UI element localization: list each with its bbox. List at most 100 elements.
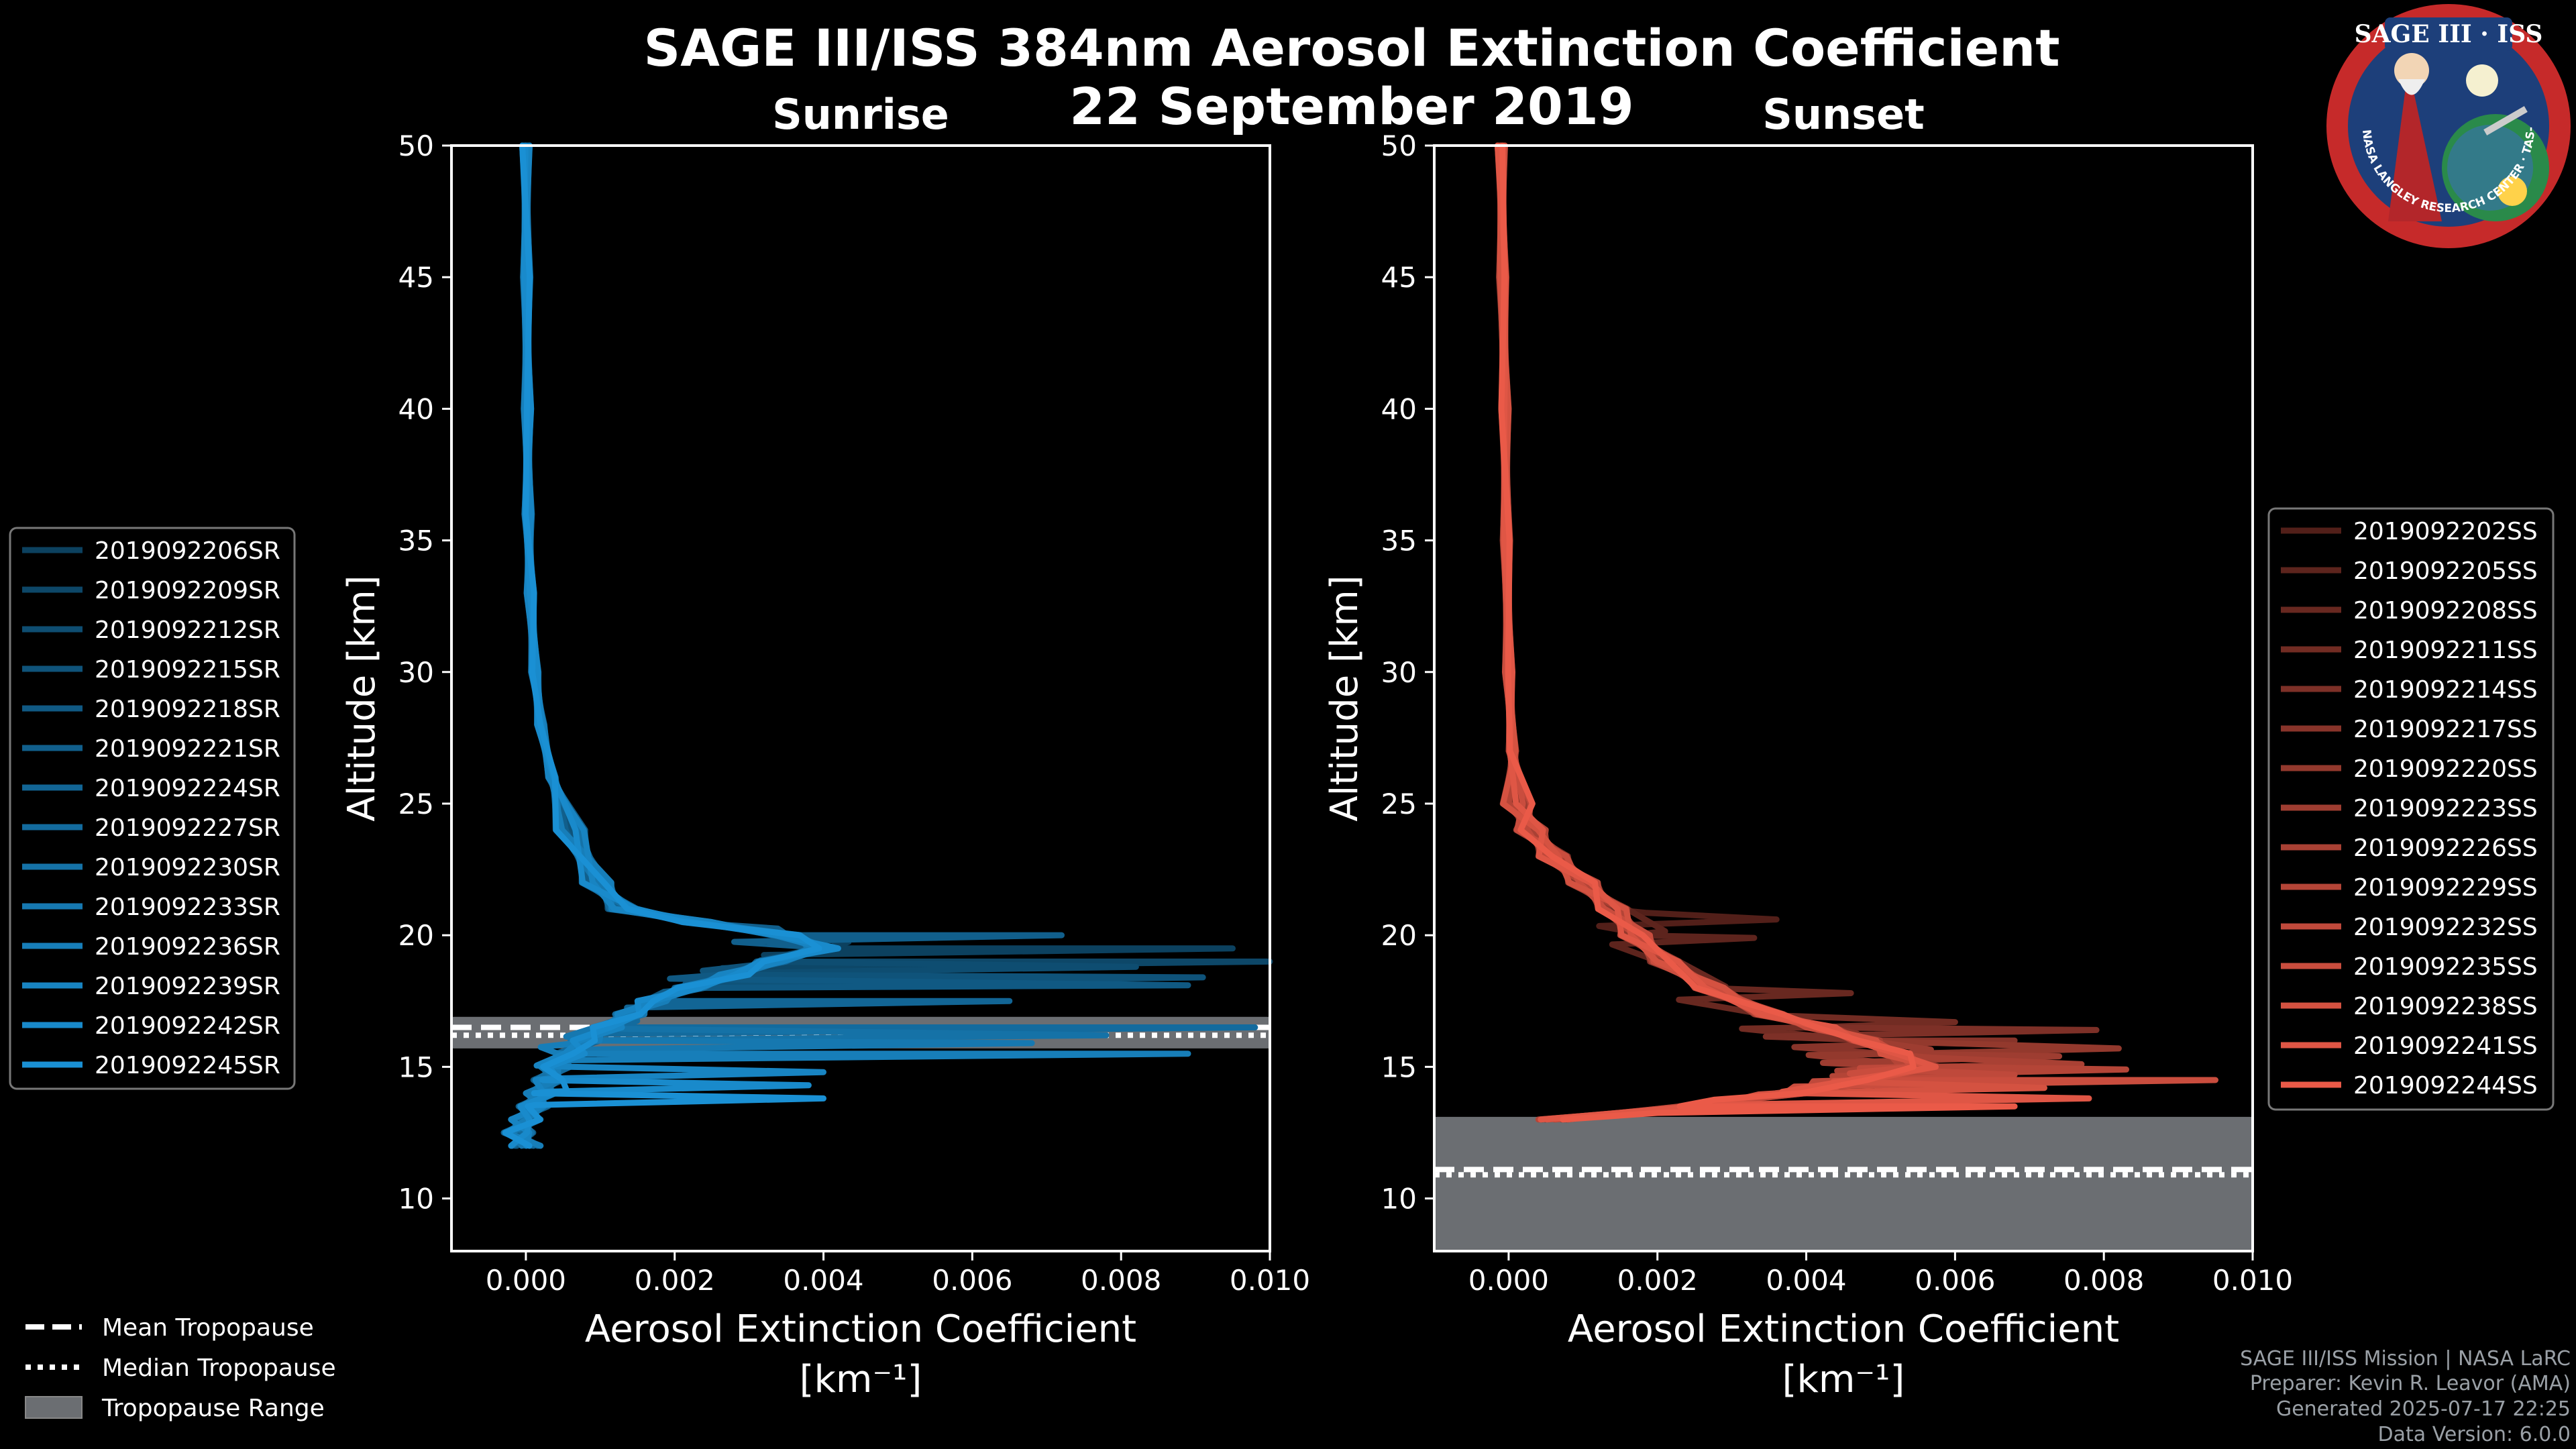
legend-label-2019092212SR: 2019092212SR [95, 616, 280, 644]
legend-label-2019092217SS: 2019092217SS [2353, 716, 2538, 743]
iss-station-icon [2483, 106, 2528, 136]
tropopause-range-swatch [25, 1396, 83, 1419]
legend-label-2019092223SS: 2019092223SS [2353, 795, 2538, 822]
legend-label-2019092205SS: 2019092205SS [2353, 557, 2538, 585]
sunrise-y-ticks: 10 15 20 25 30 35 40 45 50 [398, 129, 451, 1216]
legend-label-2019092218SR: 2019092218SR [95, 696, 280, 723]
legend-label-2019092215SR: 2019092215SR [95, 656, 280, 684]
sunrise-legend: 2019092206SR 2019092209SR 2019092212SR 2019… [9, 527, 296, 1090]
legend-label-2019092238SS: 2019092238SS [2353, 993, 2538, 1020]
x-tick-label: 0.006 [1915, 1264, 1995, 1297]
legend-label-2019092232SS: 2019092232SS [2353, 914, 2538, 941]
sunrise-x-ticks: 0.000 0.002 0.004 0.006 0.008 0.010 [486, 1251, 1310, 1297]
y-tick-label: 50 [1381, 129, 1417, 162]
sunset-tropopause-range [1434, 1116, 2253, 1251]
x-tick-label: 0.008 [2063, 1264, 2144, 1297]
credits: SAGE III/ISS Mission | NASA LaRC Prepare… [2240, 1347, 2571, 1446]
y-tick-label: 50 [398, 129, 434, 162]
credit-generated: Generated 2025-07-17 22:25 [2276, 1397, 2571, 1421]
credit-preparer: Preparer: Kevin R. Leavor (AMA) [2250, 1372, 2571, 1395]
sunrise-panel: 0.000 0.002 0.004 0.006 0.008 0.010 10 15 20 25 3… [340, 129, 1310, 1401]
legend-label-2019092214SS: 2019092214SS [2353, 676, 2538, 704]
y-tick-label: 10 [1381, 1183, 1417, 1216]
tropopause-range-label: Tropopause Range [101, 1395, 325, 1422]
legend-label-2019092224SR: 2019092224SR [95, 775, 280, 802]
y-tick-label: 15 [1381, 1051, 1417, 1083]
sunset-series-lines [1494, 142, 2218, 1123]
y-tick-label: 15 [398, 1051, 434, 1083]
legend-label-2019092239SR: 2019092239SR [95, 973, 280, 1000]
credit-data-version: Data Version: 6.0.0 [2378, 1423, 2571, 1446]
logo-text: SAGE III · ISS [2355, 20, 2543, 48]
x-tick-label: 0.010 [1230, 1264, 1310, 1297]
legend-label-2019092227SR: 2019092227SR [95, 814, 280, 842]
legend-label-2019092221SR: 2019092221SR [95, 735, 280, 763]
x-tick-label: 0.008 [1081, 1264, 1161, 1297]
y-tick-label: 30 [398, 656, 434, 689]
sunrise-x-axis-label: Aerosol Extinction Coefficient [585, 1307, 1136, 1351]
x-tick-label: 0.004 [1766, 1264, 1846, 1297]
sunset-panel-title: Sunset [1762, 90, 1925, 139]
sunset-legend-box [2267, 507, 2555, 1111]
x-tick-label: 0.002 [635, 1264, 715, 1297]
sunset-x-axis-units: [km⁻¹] [1782, 1358, 1905, 1401]
legend-label-2019092226SS: 2019092226SS [2353, 835, 2538, 862]
legend-label-2019092235SS: 2019092235SS [2353, 953, 2538, 981]
legend-label-2019092209SR: 2019092209SR [95, 577, 280, 604]
sunset-x-axis-label: Aerosol Extinction Coefficient [1568, 1307, 2119, 1351]
y-tick-label: 40 [1381, 392, 1417, 425]
x-tick-label: 0.010 [2212, 1264, 2293, 1297]
y-tick-label: 35 [1381, 525, 1417, 557]
legend-label-2019092208SS: 2019092208SS [2353, 597, 2538, 625]
legend-label-2019092230SR: 2019092230SR [95, 854, 280, 881]
sunrise-axes-frame [450, 144, 1271, 1252]
legend-label-2019092242SR: 2019092242SR [95, 1012, 280, 1040]
sun-icon [2498, 176, 2527, 206]
y-tick-label: 25 [1381, 788, 1417, 820]
sunrise-panel-title: Sunrise [772, 90, 949, 139]
legend-label-2019092220SS: 2019092220SS [2353, 755, 2538, 783]
sunrise-y-axis-label: Altitude [km] [340, 575, 384, 821]
series-line-2019092244SS [1498, 142, 2018, 1123]
chart-title: SAGE III/ISS 384nm Aerosol Extinction Co… [643, 18, 2059, 78]
y-tick-label: 30 [1381, 656, 1417, 689]
chart-date: 22 September 2019 [1069, 76, 1633, 136]
sunset-x-ticks: 0.000 0.002 0.004 0.006 0.008 0.010 [1468, 1251, 2293, 1297]
y-tick-label: 45 [398, 261, 434, 294]
sunset-legend: 2019092202SS 2019092205SS 2019092208SS 2019… [2267, 507, 2555, 1111]
y-tick-label: 20 [1381, 919, 1417, 952]
sunset-axes-frame [1433, 144, 2254, 1252]
sunset-y-ticks: 10 15 20 25 30 35 40 45 50 [1381, 129, 1434, 1216]
mean-tropopause-label: Mean Tropopause [102, 1314, 314, 1342]
sunrise-x-axis-units: [km⁻¹] [800, 1358, 922, 1401]
legend-label-2019092241SS: 2019092241SS [2353, 1032, 2538, 1060]
x-tick-label: 0.000 [1468, 1264, 1549, 1297]
x-tick-label: 0.002 [1617, 1264, 1698, 1297]
y-tick-label: 40 [398, 392, 434, 425]
y-tick-label: 35 [398, 525, 434, 557]
credit-mission: SAGE III/ISS Mission | NASA LaRC [2240, 1347, 2571, 1371]
legend-label-2019092206SR: 2019092206SR [95, 537, 280, 565]
legend-label-2019092202SS: 2019092202SS [2353, 518, 2538, 545]
y-tick-label: 20 [398, 919, 434, 952]
legend-label-2019092245SR: 2019092245SR [95, 1052, 280, 1079]
sunrise-series-lines [500, 142, 1273, 1149]
legend-label-2019092233SR: 2019092233SR [95, 894, 280, 921]
legend-label-2019092229SS: 2019092229SS [2353, 874, 2538, 902]
legend-label-2019092244SS: 2019092244SS [2353, 1072, 2538, 1099]
x-tick-label: 0.004 [783, 1264, 863, 1297]
moon-icon [2466, 64, 2498, 97]
series-line-2019092245SR [502, 142, 826, 1149]
x-tick-label: 0.006 [932, 1264, 1012, 1297]
sunset-panel: 0.000 0.002 0.004 0.006 0.008 0.010 10 15 20 25 3… [1323, 129, 2293, 1401]
y-tick-label: 45 [1381, 261, 1417, 294]
x-tick-label: 0.000 [486, 1264, 566, 1297]
y-tick-label: 10 [398, 1183, 434, 1216]
y-tick-label: 25 [398, 788, 434, 820]
legend-label-2019092211SS: 2019092211SS [2353, 637, 2538, 664]
astronomer-figure-icon [2388, 67, 2442, 221]
tropopause-legend: Mean Tropopause Median Tropopause Tropop… [25, 1314, 336, 1422]
sunrise-legend-box [9, 527, 296, 1090]
median-tropopause-label: Median Tropopause [102, 1354, 336, 1382]
